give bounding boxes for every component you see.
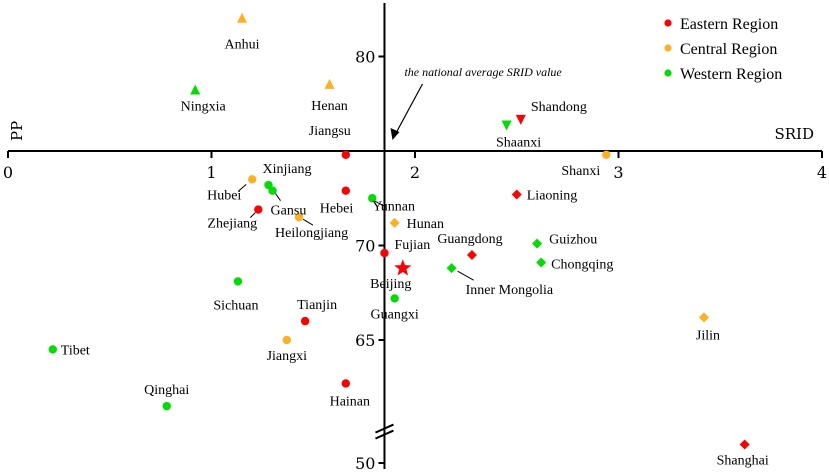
y-axis-label: PP — [8, 121, 26, 141]
anhui-label: Anhui — [225, 38, 260, 53]
tibet-label: Tibet — [61, 343, 90, 358]
jiangsu-marker — [341, 150, 351, 159]
jilin-label: Jilin — [696, 328, 720, 343]
shaanxi-label: Shaanxi — [496, 136, 541, 151]
zhejiang-marker — [254, 205, 263, 214]
legend-label-western-region: Western Region — [680, 66, 782, 83]
qinghai-marker — [162, 401, 171, 411]
hubei-leader-line — [237, 183, 247, 192]
yunnan-marker — [368, 194, 377, 203]
y-tick-label: 80 — [355, 48, 375, 67]
guangxi-marker — [390, 294, 399, 303]
anhui-marker — [237, 12, 248, 23]
legend-item-western-region: Western Region — [664, 66, 782, 83]
guangxi-label: Guangxi — [371, 307, 419, 322]
legend-marker-western-region — [664, 69, 672, 77]
yunnan-label: Yunnan — [372, 199, 415, 214]
inner-mongolia-label: Inner Mongolia — [466, 283, 554, 298]
gansu-marker — [268, 186, 277, 195]
sichuan-label: Sichuan — [213, 298, 258, 313]
xinjiang-label: Xinjiang — [262, 162, 311, 177]
legend-marker-central-region — [664, 44, 672, 52]
heilongjiang-marker — [294, 212, 304, 222]
x-tick-label: 0 — [3, 163, 13, 182]
hainan-marker — [341, 379, 351, 388]
jiangxi-marker — [282, 335, 291, 345]
chongqing-label: Chongqing — [551, 258, 613, 273]
guizhou-label: Guizhou — [549, 233, 597, 248]
fujian-marker — [380, 248, 389, 258]
legend-item-central-region: Central Region — [664, 41, 777, 58]
liaoning-marker — [511, 189, 522, 200]
point-labels: Anhui Ningxia Henan Shandong Shaanxi Jiangsu S… — [61, 38, 769, 469]
beijing-label: Beijing — [370, 277, 411, 292]
sichuan-marker — [233, 277, 243, 286]
shanghai-marker — [739, 439, 750, 450]
y-tick-label: 65 — [355, 331, 375, 350]
gansu-leader-line — [275, 193, 281, 201]
x-tick-label: 2 — [410, 163, 420, 182]
x-tick-label: 1 — [206, 163, 216, 182]
data-points — [48, 12, 750, 450]
shanghai-label: Shanghai — [717, 453, 769, 468]
chongqing-marker — [536, 257, 547, 268]
zhejiang-label: Zhejiang — [207, 217, 257, 232]
jiangxi-label: Jiangxi — [267, 349, 308, 364]
guizhou-marker — [532, 238, 543, 249]
hubei-marker — [248, 175, 257, 184]
annotation-text: the national average SRID value — [404, 65, 562, 79]
shaanxi-marker — [501, 120, 512, 131]
annotation-arrowhead — [390, 128, 400, 140]
jiangsu-label: Jiangsu — [309, 124, 351, 139]
ningxia-marker — [190, 84, 201, 95]
inner-mongolia-leader-line — [457, 270, 474, 281]
shanxi-marker — [602, 150, 611, 159]
legend-marker-eastern-region — [664, 19, 672, 27]
legend-label-central-region: Central Region — [680, 41, 777, 58]
tianjin-label: Tianjin — [297, 298, 337, 313]
gansu-label: Gansu — [271, 204, 307, 219]
qinghai-label: Qinghai — [144, 383, 189, 398]
y-tick-label: 50 — [355, 454, 375, 472]
henan-marker — [324, 78, 335, 89]
legend-label-eastern-region: Eastern Region — [680, 16, 778, 33]
axis-break-mark — [375, 423, 394, 434]
beijing-marker — [394, 259, 412, 276]
zhejiang-leader-line — [249, 212, 256, 218]
y-tick-label: 70 — [355, 237, 375, 256]
shandong-label: Shandong — [531, 100, 587, 115]
shandong-marker — [515, 114, 526, 125]
heilongjiang-leader-line — [302, 218, 314, 226]
tianjin-marker — [300, 316, 310, 326]
legend: Eastern Region Central Region Western Regi… — [664, 16, 782, 83]
axis-break-mark — [375, 429, 394, 440]
hebei-label: Hebei — [320, 202, 354, 217]
yunnan-leader-line — [375, 200, 385, 207]
hunan-marker — [389, 217, 400, 228]
x-tick-label: 4 — [817, 163, 827, 182]
hebei-marker — [341, 186, 351, 195]
hubei-label: Hubei — [207, 188, 241, 203]
x-tick-label: 3 — [613, 163, 623, 182]
annotation-arrow — [394, 83, 424, 135]
shanxi-label: Shanxi — [561, 164, 600, 179]
guangdong-label: Guangdong — [437, 232, 502, 247]
tibet-marker — [48, 345, 57, 354]
hainan-label: Hainan — [330, 394, 370, 409]
liaoning-label: Liaoning — [527, 188, 578, 203]
henan-label: Henan — [311, 99, 348, 114]
x-axis-label: SRID — [774, 125, 814, 143]
jilin-marker — [698, 312, 709, 323]
ningxia-label: Ningxia — [181, 100, 227, 115]
guangdong-marker — [466, 249, 477, 260]
axes: 0 1 2 3 4 50 65 70 80 SRID PP the national average … — [3, 3, 827, 472]
legend-item-eastern-region: Eastern Region — [664, 16, 778, 33]
heilongjiang-label: Heilongjiang — [275, 226, 348, 241]
inner-mongolia-marker — [446, 263, 457, 274]
hunan-label: Hunan — [407, 217, 444, 232]
fujian-label: Fujian — [394, 238, 430, 253]
